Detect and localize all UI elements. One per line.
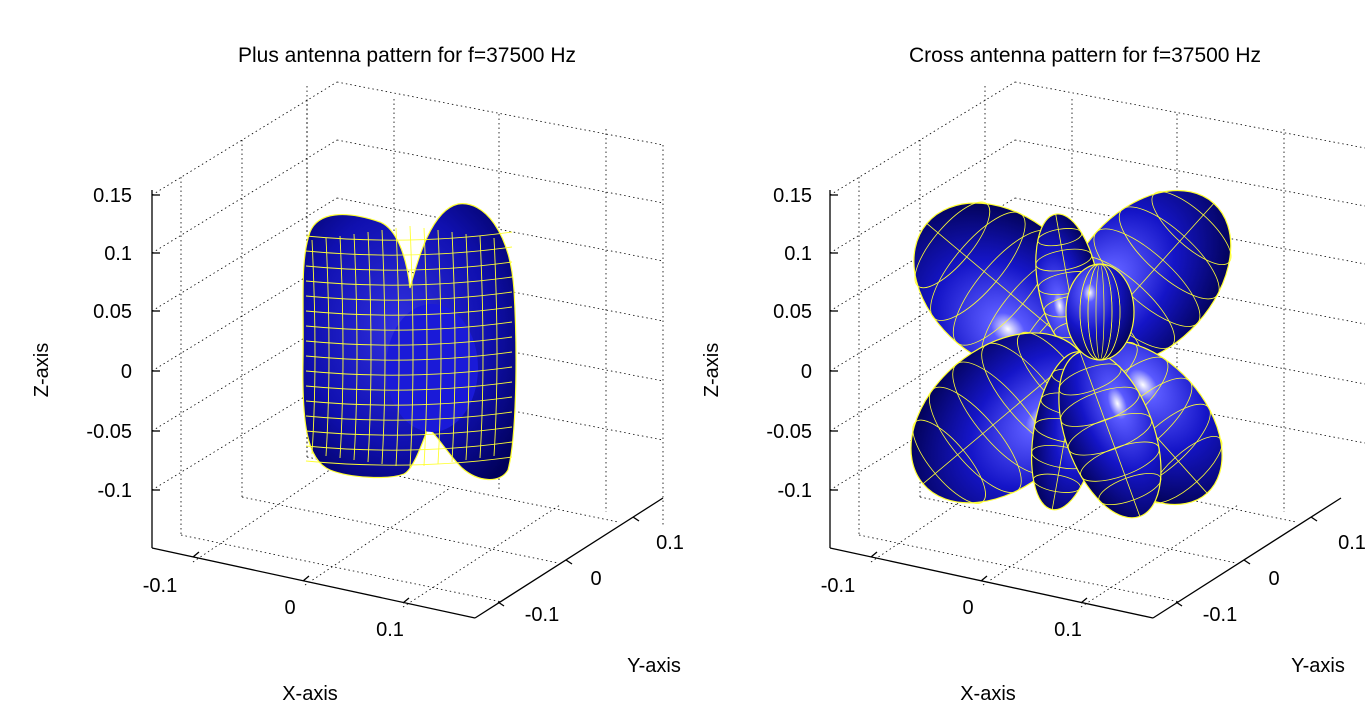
mesh-line: [311, 239, 316, 455]
mesh-line: [305, 336, 513, 346]
z-tick-label: 0.05: [93, 301, 132, 323]
mesh-line: [305, 351, 513, 361]
z-tick-label: -0.1: [98, 480, 132, 502]
mesh-line: [1079, 263, 1121, 361]
y-tick-label: -0.1: [525, 604, 559, 626]
x-tick-label: -0.1: [821, 575, 855, 597]
mesh-line: [305, 426, 513, 436]
mesh-line: [465, 233, 470, 461]
panel1-z-axis-label: Z-axis: [31, 343, 53, 397]
plus-surface-mesh: [305, 225, 513, 469]
panel1-axes-box: [151, 190, 664, 619]
y-tick-label: 0.1: [1338, 532, 1365, 554]
z-tick-label: -0.1: [778, 480, 812, 502]
mesh-line: [1079, 351, 1141, 517]
x-tick-label: 0: [962, 597, 973, 619]
z-tick-label: 0.1: [104, 243, 132, 265]
z-tick-label: 0.15: [93, 185, 132, 207]
panel1-y-axis-label: Y-axis: [627, 655, 681, 677]
mesh-line: [305, 396, 513, 406]
z-tick-label: 0: [121, 361, 132, 383]
y-tick-label: -0.1: [1203, 604, 1237, 626]
z-tick-label: -0.05: [766, 421, 812, 443]
panel2-title: Cross antenna pattern for f=37500 Hz: [909, 44, 1261, 67]
panel1-y-tick-labels: -0.1 0 0.1: [525, 532, 684, 626]
mesh-line: [395, 227, 400, 467]
y-tick-label: 0: [1268, 568, 1279, 590]
panel1-x-axis-label: X-axis: [282, 683, 338, 703]
mesh-line: [367, 231, 372, 463]
panel1-x-tick-labels: -0.1 0 0.1: [143, 575, 404, 641]
mesh-line: [423, 227, 428, 467]
panel2-z-tick-labels: 0.15 0.1 0.05 0 -0.05 -0.1: [766, 185, 812, 502]
panel1-z-tick-labels: 0.15 0.1 0.05 0 -0.05 -0.1: [86, 185, 132, 502]
cross-pattern-panel: Cross antenna pattern for f=37500 Hz: [701, 44, 1365, 703]
mesh-line: [305, 321, 513, 331]
mesh-line: [305, 276, 513, 286]
x-tick-label: 0.1: [1054, 619, 1082, 641]
z-tick-label: 0: [801, 361, 812, 383]
panel2-x-axis-label: X-axis: [960, 683, 1016, 703]
center-lobe: [1065, 263, 1135, 361]
y-tick-label: 0: [590, 568, 601, 590]
mesh-line: [305, 366, 513, 376]
cross-pattern-surface: [910, 189, 1232, 519]
x-tick-label: 0: [284, 597, 295, 619]
mesh-line: [437, 229, 442, 465]
z-tick-label: 0.05: [773, 301, 812, 323]
z-tick-label: 0.15: [773, 185, 812, 207]
plus-surface-center-lobe: [386, 304, 478, 432]
mesh-line: [305, 456, 513, 466]
mesh-line: [305, 411, 513, 421]
plus-pattern-panel: Plus antenna pattern for f=37500 Hz: [31, 44, 684, 703]
x-tick-label: -0.1: [143, 575, 177, 597]
z-tick-label: 0.1: [784, 243, 812, 265]
mesh-line: [451, 231, 456, 463]
mesh-line: [305, 441, 513, 451]
panel1-title: Plus antenna pattern for f=37500 Hz: [238, 44, 576, 67]
mesh-line: [305, 381, 513, 391]
mesh-line: [305, 261, 513, 271]
y-tick-label: 0.1: [656, 532, 684, 554]
mesh-line: [305, 246, 513, 256]
mesh-line: [409, 225, 414, 469]
mesh-line: [493, 237, 498, 457]
plus-pattern-surface: [302, 203, 517, 481]
mesh-line: [305, 306, 513, 316]
mesh-line: [305, 291, 513, 301]
mesh-line: [381, 229, 386, 465]
panel2-z-axis-label: Z-axis: [701, 343, 723, 397]
x-tick-label: 0.1: [376, 619, 404, 641]
panel2-x-tick-labels: -0.1 0 0.1: [821, 575, 1082, 641]
panel2-y-axis-label: Y-axis: [1291, 655, 1345, 677]
panel2-axes-box: [829, 190, 1342, 619]
z-tick-label: -0.05: [86, 421, 132, 443]
mesh-line: [305, 231, 513, 241]
panel2-y-tick-labels: -0.1 0 0.1: [1203, 532, 1365, 626]
